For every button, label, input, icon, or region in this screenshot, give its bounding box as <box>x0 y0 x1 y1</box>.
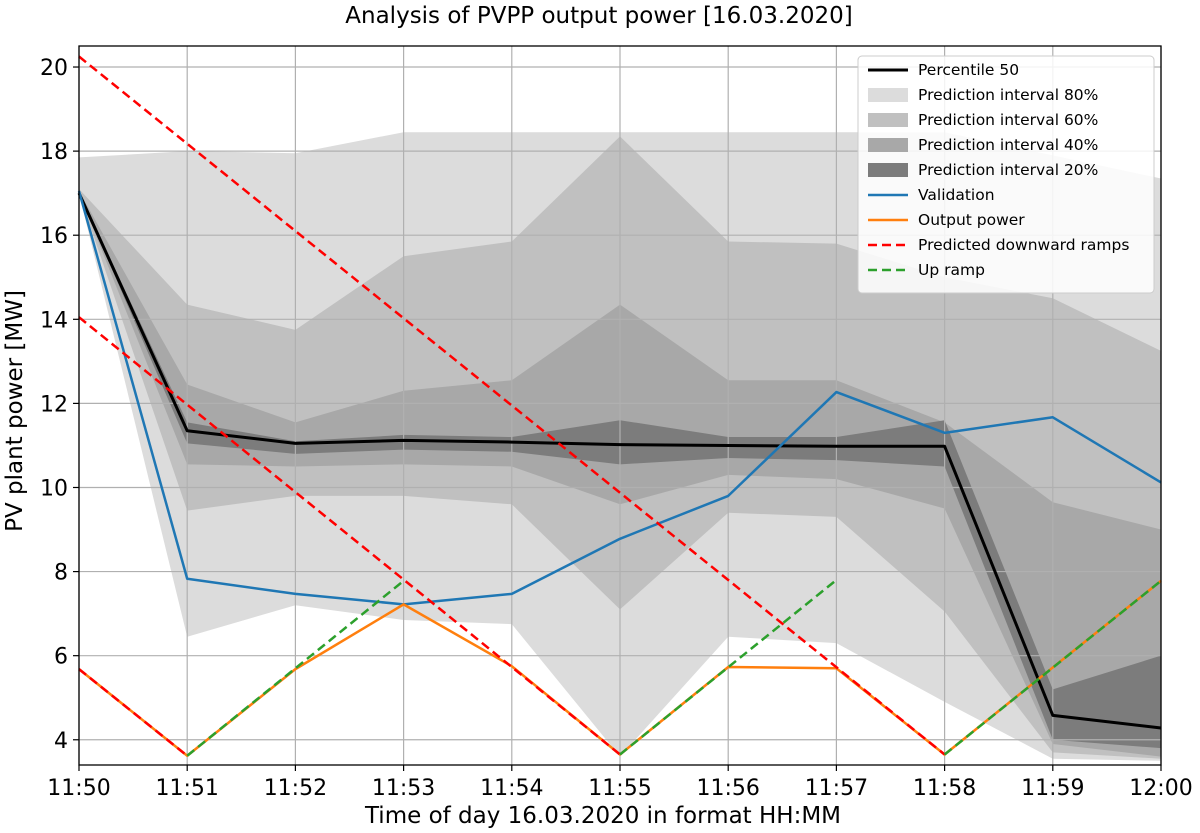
series-predicted-downward-ramps-segment <box>78 668 188 757</box>
legend-label: Prediction interval 80% <box>918 86 1098 104</box>
legend-label: Validation <box>918 186 995 204</box>
legend-swatch <box>868 138 908 152</box>
legend-entry-prediction-interval-20: Prediction interval 20% <box>868 161 1098 179</box>
legend-swatch <box>868 163 908 177</box>
series-up-ramp-segment <box>619 579 838 756</box>
y-tick-label: 10 <box>40 476 68 501</box>
legend-label: Prediction interval 60% <box>918 111 1098 129</box>
x-tick-label: 11:51 <box>155 776 218 801</box>
y-tick-label: 6 <box>54 645 68 670</box>
series-percentile-50 <box>77 192 1162 730</box>
axis-ticks: 11:50 11:51 11:52 11:53 11:54 11:55 11:56 11:57… <box>40 56 1193 801</box>
x-tick-label: 11:59 <box>1021 776 1084 801</box>
x-tick-label: 11:56 <box>696 776 759 801</box>
x-tick-label: 11:58 <box>913 776 976 801</box>
legend-entry-validation: Validation <box>868 186 995 204</box>
series-predicted-downward-ramps-segment <box>78 316 621 756</box>
x-tick-label: 11:50 <box>47 776 110 801</box>
x-tick-label: 11:53 <box>372 776 435 801</box>
series-up-ramp-segment <box>943 579 1162 756</box>
series-predicted-downward-ramps-segment <box>78 55 946 756</box>
legend-label: Percentile 50 <box>918 61 1019 79</box>
x-tick-label: 11:52 <box>264 776 327 801</box>
legend: Percentile 50 Prediction interval 80% Pred… <box>857 55 1155 294</box>
legend-entry-prediction-interval-40: Prediction interval 40% <box>868 136 1098 154</box>
y-tick-label: 18 <box>40 140 68 165</box>
legend-entry-prediction-interval-80: Prediction interval 80% <box>868 86 1098 104</box>
legend-entry-percentile-50: Percentile 50 <box>868 61 1019 79</box>
x-tick-label: 11:55 <box>588 776 651 801</box>
legend-entry-prediction-interval-60: Prediction interval 60% <box>868 111 1098 129</box>
y-tick-label: 12 <box>40 392 68 417</box>
legend-entry-up-ramp: Up ramp <box>868 261 985 279</box>
legend-label: Prediction interval 20% <box>918 161 1098 179</box>
x-tick-label: 11:54 <box>480 776 543 801</box>
x-tick-label: 12:00 <box>1129 776 1192 801</box>
legend-entry-predicted-downward-ramps: Predicted downward ramps <box>868 236 1129 254</box>
chart-title: Analysis of PVPP output power [16.03.202… <box>345 3 852 29</box>
y-axis-label: PV plant power [MW] <box>2 290 28 532</box>
legend-label: Prediction interval 40% <box>918 136 1098 154</box>
x-axis-label: Time of day 16.03.2020 in format HH:MM <box>364 803 841 829</box>
legend-box <box>857 55 1155 294</box>
x-tick-label: 11:57 <box>805 776 868 801</box>
legend-label: Up ramp <box>918 261 985 279</box>
y-tick-label: 16 <box>40 224 68 249</box>
y-tick-label: 20 <box>40 56 68 81</box>
y-tick-label: 4 <box>54 729 68 754</box>
series-lines <box>77 55 1162 757</box>
legend-swatch <box>868 88 908 102</box>
legend-label: Output power <box>918 211 1025 229</box>
y-tick-label: 14 <box>40 308 68 333</box>
y-tick-label: 8 <box>54 561 68 586</box>
legend-label: Predicted downward ramps <box>918 236 1129 254</box>
legend-entry-output-power: Output power <box>868 211 1025 229</box>
series-up-ramp-segment <box>186 579 405 757</box>
series-validation <box>77 190 1162 606</box>
legend-swatch <box>868 113 908 127</box>
